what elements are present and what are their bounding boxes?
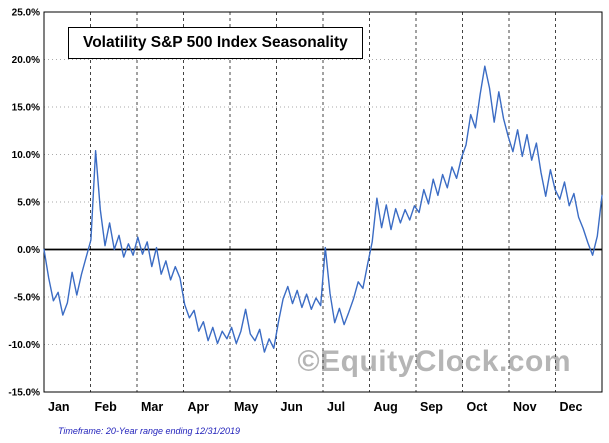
timeframe-footnote: Timeframe: 20-Year range ending 12/31/20… — [58, 426, 241, 436]
y-tick-label: -10.0% — [8, 340, 40, 351]
x-month-label: Jan — [48, 400, 70, 414]
x-month-label: Apr — [188, 400, 210, 414]
x-month-label: Oct — [467, 400, 489, 414]
y-tick-label: 15.0% — [12, 103, 40, 114]
y-tick-label: -5.0% — [14, 293, 40, 304]
x-month-label: Mar — [141, 400, 163, 414]
y-tick-label: 10.0% — [12, 150, 40, 161]
y-tick-label: -15.0% — [8, 388, 40, 399]
chart-title: Volatility S&P 500 Index Seasonality — [68, 27, 363, 59]
x-month-label: Jun — [281, 400, 303, 414]
x-month-label: Aug — [374, 400, 398, 414]
x-month-label: Nov — [513, 400, 537, 414]
plot-border — [43, 11, 603, 393]
y-tick-label: 25.0% — [12, 8, 40, 19]
y-tick-label: 5.0% — [17, 198, 40, 209]
y-tick-label: 0.0% — [17, 245, 40, 256]
x-month-label: Sep — [420, 400, 443, 414]
y-tick-label: 20.0% — [12, 55, 40, 66]
x-month-label: Feb — [95, 400, 118, 414]
x-month-label: Dec — [560, 400, 583, 414]
seasonality-line — [43, 65, 603, 353]
x-month-label: May — [234, 400, 258, 414]
equityclock-watermark: ©EquityClock.com — [297, 345, 571, 378]
x-month-label: Jul — [327, 400, 345, 414]
